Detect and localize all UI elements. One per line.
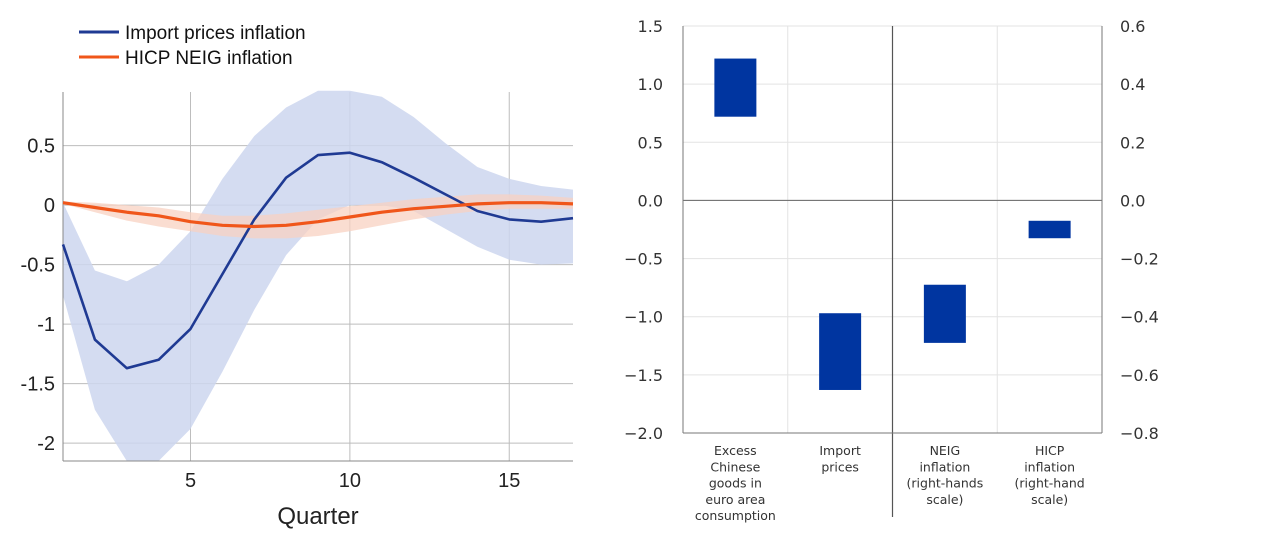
- left-y-tick-label: 1.5: [638, 17, 663, 36]
- left-y-tick-label: 0.0: [638, 191, 663, 210]
- category-label: inflation: [1024, 459, 1075, 474]
- x-tick-label: 10: [339, 470, 361, 492]
- y-tick-label: 0.5: [27, 136, 55, 158]
- y-tick-label: -1.5: [21, 374, 55, 396]
- y-tick-label: 0: [44, 195, 55, 217]
- x-axis-title: Quarter: [277, 503, 358, 530]
- y-tick-label: -1: [37, 314, 55, 336]
- category-label: goods in: [709, 476, 762, 491]
- right-bar-chart: 1.5 1.0 0.5 0.0 −0.5 −1.0 −1.5 −2.0 0.6 0.4 0.2 0.0…: [624, 17, 1159, 523]
- bar: [714, 58, 757, 117]
- right-y-tick-label: −0.6: [1120, 366, 1159, 385]
- legend-label: HICP NEIG inflation: [125, 48, 293, 69]
- right-y-tick-label: −0.4: [1120, 308, 1159, 327]
- category-label: NEIG: [930, 443, 961, 458]
- left-y-tick-label: 0.5: [638, 133, 663, 152]
- x-tick-label: 5: [185, 470, 196, 492]
- bar: [819, 313, 862, 390]
- category-label: scale): [926, 492, 963, 507]
- import-prices-line: [61, 151, 574, 370]
- left-y-tick-label: −2.0: [624, 424, 663, 443]
- import-prices-confidence-band: [63, 90, 573, 462]
- category-label: inflation: [919, 459, 970, 474]
- hicp-neig-line: [62, 201, 574, 229]
- left-y-tick-label: −1.5: [624, 366, 663, 385]
- right-y-tick-label: 0.0: [1120, 191, 1145, 210]
- bar: [1028, 220, 1071, 239]
- right-y-tick-label: −0.8: [1120, 424, 1159, 443]
- category-label: scale): [1031, 492, 1068, 507]
- category-label: consumption: [695, 508, 776, 523]
- x-tick-label: 15: [498, 470, 520, 492]
- bar: [923, 284, 966, 343]
- category-label: (right-hands: [907, 476, 984, 491]
- left-line-chart: 0.5 0 -0.5 -1 -1.5 -2 5 10 15 Quarter Import price…: [21, 23, 574, 530]
- left-y-tick-label: 1.0: [638, 75, 663, 94]
- right-y-tick-label: 0.6: [1120, 17, 1145, 36]
- category-label: Excess: [714, 443, 757, 458]
- category-label: Chinese: [710, 459, 760, 474]
- category-label: Import: [819, 443, 861, 458]
- category-label: (right-hand: [1015, 476, 1085, 491]
- right-y-tick-label: 0.2: [1120, 133, 1145, 152]
- category-label: euro area: [705, 492, 765, 507]
- category-label: HICP: [1035, 443, 1065, 458]
- category-label: prices: [821, 459, 859, 474]
- right-y-tick-label: −0.2: [1120, 250, 1159, 269]
- right-y-tick-label: 0.4: [1120, 75, 1145, 94]
- y-tick-label: -2: [37, 433, 55, 455]
- legend-label: Import prices inflation: [125, 23, 306, 44]
- y-tick-label: -0.5: [21, 255, 55, 277]
- left-y-tick-label: −0.5: [624, 250, 663, 269]
- left-y-tick-label: −1.0: [624, 308, 663, 327]
